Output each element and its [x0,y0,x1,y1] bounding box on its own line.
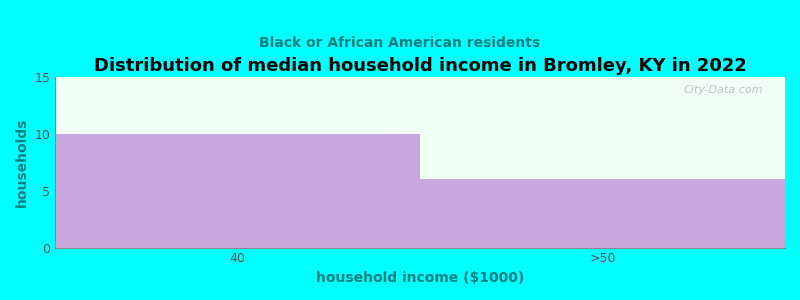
Bar [420,179,785,248]
Text: Black or African American residents: Black or African American residents [259,36,541,50]
X-axis label: household income ($1000): household income ($1000) [316,271,524,285]
Text: City-Data.com: City-Data.com [684,85,763,95]
Y-axis label: households: households [15,117,29,207]
Title: Distribution of median household income in Bromley, KY in 2022: Distribution of median household income … [94,57,746,75]
Bar [55,134,420,248]
